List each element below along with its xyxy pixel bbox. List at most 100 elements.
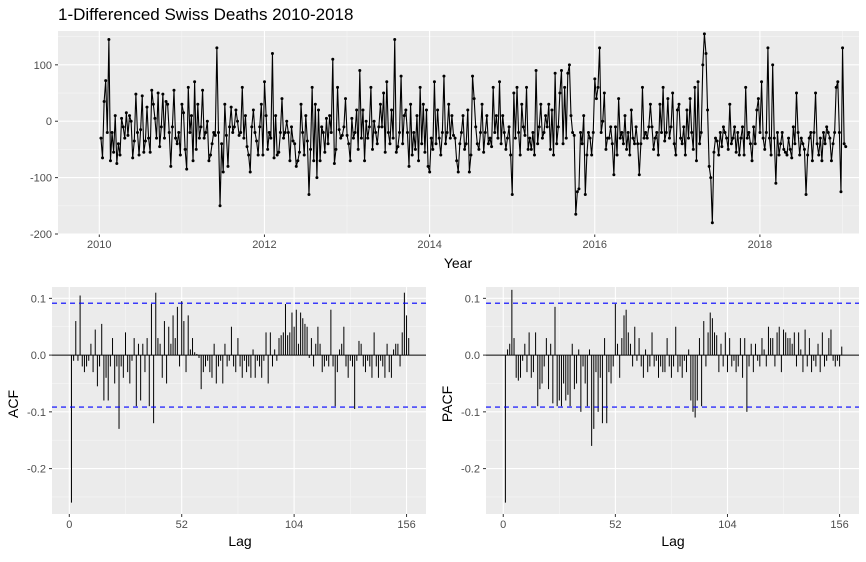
- ts-data-point: [186, 85, 190, 89]
- ts-data-point: [216, 131, 220, 134]
- ts-data-point: [812, 131, 816, 134]
- ts-data-point: [532, 153, 536, 157]
- ts-data-point: [229, 105, 233, 109]
- ts-data-point: [791, 125, 795, 129]
- ts-tick-label-y: -100: [30, 173, 52, 185]
- ts-data-point: [753, 142, 757, 146]
- ts-data-point: [437, 136, 441, 140]
- ts-data-point: [625, 147, 629, 151]
- ts-data-point: [720, 145, 724, 149]
- ts-data-point: [613, 125, 617, 129]
- pacf-panel: 0 52 104 156 -0.2 -0.1 0.0 0.1: [461, 287, 859, 531]
- ts-data-point: [669, 125, 673, 129]
- ts-data-point: [137, 153, 141, 157]
- ts-data-point: [191, 159, 195, 163]
- ts-data-point: [825, 125, 829, 129]
- ts-data-point: [518, 153, 522, 157]
- ts-data-point: [324, 116, 328, 120]
- ts-data-point: [739, 136, 743, 140]
- ts-data-point: [175, 142, 179, 146]
- ts-data-point: [185, 167, 189, 171]
- ts-data-point: [212, 131, 216, 134]
- ts-data-point: [704, 52, 708, 56]
- ts-data-point: [397, 131, 401, 134]
- ts-data-point: [637, 173, 641, 177]
- ts-data-point: [655, 131, 659, 134]
- ts-data-point: [104, 79, 108, 83]
- ts-data-point: [682, 125, 686, 129]
- ts-data-point: [432, 80, 436, 84]
- acf-tick-label-x: 156: [397, 519, 415, 531]
- ts-data-point: [243, 114, 247, 118]
- ts-data-point: [267, 131, 271, 134]
- ts-data-point: [631, 136, 635, 140]
- ts-data-point: [806, 153, 810, 157]
- ts-data-point: [423, 150, 427, 154]
- ts-data-point: [687, 136, 691, 140]
- ts-data-point: [822, 131, 825, 134]
- ts-data-point: [841, 46, 845, 50]
- ts-data-point: [531, 131, 535, 134]
- ts-data-point: [782, 147, 786, 151]
- ts-data-point: [215, 46, 219, 50]
- ts-data-point: [768, 136, 772, 140]
- ts-data-point: [758, 131, 762, 134]
- ts-data-point: [779, 142, 783, 146]
- ts-data-point: [737, 153, 741, 157]
- ts-data-point: [731, 136, 735, 140]
- acf-tick-label-x: 0: [66, 519, 72, 531]
- ts-data-point: [628, 153, 632, 157]
- ts-data-point: [182, 111, 186, 115]
- ts-data-point: [793, 142, 797, 146]
- ts-data-point: [501, 114, 505, 118]
- ts-data-point: [420, 142, 424, 146]
- ts-data-point: [129, 119, 133, 123]
- ts-data-point: [807, 136, 811, 140]
- ts-data-point: [440, 131, 444, 134]
- ts-data-point: [723, 131, 727, 134]
- ts-data-point: [555, 142, 559, 146]
- ts-title: 1-Differenced Swiss Deaths 2010-2018: [58, 5, 353, 24]
- ts-data-point: [364, 119, 368, 123]
- ts-data-point: [250, 125, 254, 129]
- ts-data-point: [629, 108, 633, 112]
- ts-data-point: [671, 91, 675, 95]
- ts-data-point: [178, 153, 182, 157]
- ts-data-point: [167, 131, 171, 134]
- ts-data-point: [633, 142, 637, 146]
- ts-data-point: [426, 164, 430, 168]
- ts-data-point: [833, 131, 837, 134]
- ts-data-point: [823, 142, 827, 146]
- pacf-tick-label-x: 104: [718, 519, 736, 531]
- ts-data-point: [715, 139, 719, 143]
- ts-data-point: [545, 125, 549, 129]
- ts-data-point: [785, 153, 789, 157]
- ts-panel: 2010 2012 2014 2016 2018 -200 -100 0 100: [30, 31, 859, 251]
- ts-data-point: [607, 136, 611, 140]
- ts-data-point: [447, 102, 451, 106]
- ts-data-point: [688, 97, 692, 101]
- ts-data-point: [474, 125, 478, 129]
- ts-data-point: [172, 88, 176, 92]
- ts-data-point: [696, 80, 700, 84]
- ts-data-point: [710, 221, 714, 225]
- ts-data-point: [269, 136, 273, 140]
- ts-data-point: [394, 150, 398, 154]
- ts-data-point: [155, 136, 159, 140]
- ts-data-point: [701, 63, 705, 67]
- ts-data-point: [169, 164, 173, 168]
- ts-tick-label-y: 100: [34, 60, 52, 72]
- ts-data-point: [642, 136, 646, 140]
- ts-data-point: [591, 131, 595, 134]
- ts-data-point: [305, 139, 309, 143]
- ts-data-point: [712, 150, 716, 154]
- ts-data-point: [760, 80, 764, 84]
- ts-data-point: [626, 131, 630, 134]
- ts-data-point: [505, 136, 509, 140]
- ts-data-point: [118, 153, 122, 157]
- ts-data-point: [485, 114, 489, 118]
- ts-data-point: [640, 85, 644, 89]
- ts-data-point: [661, 85, 665, 89]
- pacf-tick-label-y: 0.0: [465, 350, 480, 362]
- ts-data-point: [313, 102, 317, 106]
